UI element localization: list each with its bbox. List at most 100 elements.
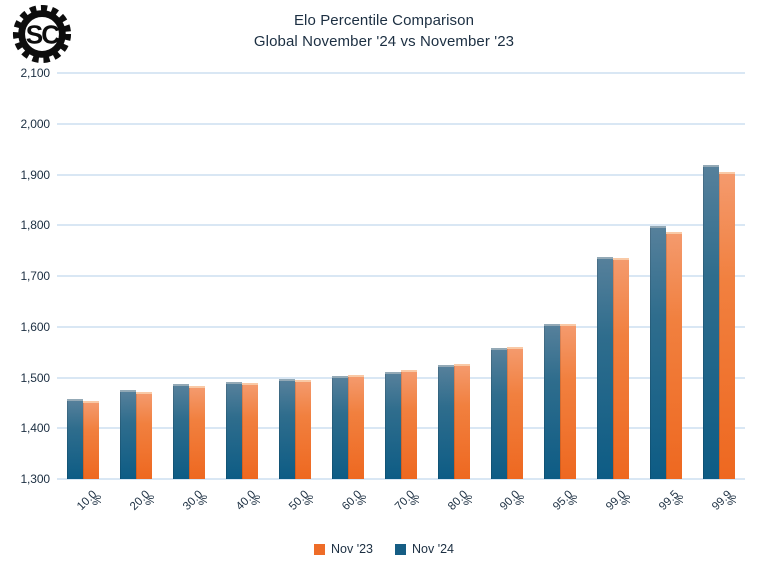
percent-sign: %: [303, 495, 316, 506]
legend-item-nov23: Nov '23: [314, 542, 373, 556]
percent-sign: %: [621, 495, 634, 506]
bar: [120, 390, 137, 479]
x-tick-label: 99.9%: [710, 488, 740, 513]
bar: [702, 165, 719, 479]
chart-title: Elo Percentile Comparison: [293, 12, 475, 29]
bar: [279, 379, 296, 479]
bar-group: [533, 73, 586, 479]
x-tick-slot: 30.0%: [163, 483, 216, 539]
y-tick-label: 1,800: [20, 218, 50, 233]
x-tick-label: 99.0%: [604, 488, 634, 513]
y-tick-label: 1,700: [20, 269, 50, 283]
y-tick-label: 2,000: [20, 116, 50, 131]
gridline: [57, 173, 745, 176]
x-tick-label: 40.0%: [233, 488, 264, 513]
bar: [596, 256, 613, 479]
legend-swatch-nov24: [395, 543, 406, 555]
plot-area: [57, 72, 745, 480]
x-tick-label: 50.0%: [286, 488, 316, 513]
bar: [506, 346, 523, 479]
bar: [332, 376, 349, 479]
percent-sign: %: [727, 495, 740, 506]
x-tick-slot: 10.0%: [57, 483, 110, 539]
bar-group: [269, 73, 322, 479]
gridline: [57, 478, 745, 480]
y-tick-label: 1,300: [20, 472, 50, 486]
bar: [384, 371, 401, 479]
percent-sign: %: [356, 495, 369, 506]
bar: [173, 384, 190, 479]
x-tick-slot: 99.9%: [692, 483, 745, 539]
gridline: [57, 275, 745, 277]
chart-subtitle: Global November '24 vs November '23: [253, 33, 515, 50]
x-tick-slot: 40.0%: [216, 483, 269, 539]
y-tick-label: 1,600: [20, 319, 50, 334]
bar-group: [216, 73, 269, 479]
sc-logo: SC: [11, 3, 73, 65]
bar: [226, 381, 243, 479]
gridline: [57, 224, 745, 227]
bar-group: [57, 73, 110, 479]
percent-sign: %: [251, 495, 264, 506]
x-tick-slot: 60.0%: [322, 483, 375, 539]
x-tick-slot: 80.0%: [427, 483, 480, 539]
x-tick-label: 10.0%: [75, 488, 105, 513]
bar: [559, 324, 576, 479]
x-tick-label: 99.5%: [657, 488, 687, 513]
x-tick-slot: 99.0%: [586, 483, 639, 539]
bar-group: [692, 73, 745, 479]
x-tick-label: 90.0%: [498, 488, 528, 513]
bar-group: [586, 73, 639, 479]
bar-group: [480, 73, 533, 479]
bar: [543, 324, 560, 479]
bar: [453, 363, 470, 479]
bar: [295, 380, 312, 479]
bar-group: [110, 73, 163, 479]
bar: [83, 400, 100, 479]
bar: [490, 348, 507, 479]
bar: [612, 257, 629, 479]
x-axis-labels: 10.0% 20.0% 30.0% 40.0% 50.0% 60.0% 70.0% 80.0%…: [57, 483, 745, 539]
percent-sign: %: [515, 495, 528, 506]
y-axis-labels: 1,300 1,400 1,500 1,600 1,700 1,800 1,900 2,000…: [0, 66, 50, 486]
percent-sign: %: [198, 495, 211, 506]
y-tick-label: 1,900: [20, 167, 50, 182]
bar-group: [639, 73, 692, 479]
bar-group: [163, 73, 216, 479]
x-tick-slot: 95.0%: [533, 483, 586, 539]
x-tick-slot: 99.5%: [639, 483, 692, 539]
gear-icon: SC: [12, 4, 72, 64]
percent-sign: %: [145, 495, 158, 506]
x-tick-label: 95.0%: [551, 488, 581, 513]
bar: [189, 385, 206, 479]
legend: Nov '23 Nov '24: [0, 542, 768, 556]
gridline: [57, 325, 745, 328]
y-tick-label: 2,100: [20, 66, 50, 80]
bar: [718, 172, 735, 479]
x-tick-label: 30.0%: [180, 488, 211, 513]
gridline: [57, 122, 745, 125]
bar: [348, 375, 365, 479]
percent-sign: %: [674, 495, 687, 506]
percent-sign: %: [462, 495, 475, 506]
bar-group: [375, 73, 428, 479]
x-tick-label: 60.0%: [339, 488, 369, 513]
bar: [649, 226, 666, 479]
legend-label-nov24: Nov '24: [412, 542, 454, 556]
legend-item-nov24: Nov '24: [395, 542, 454, 556]
bar: [242, 383, 259, 479]
bar: [400, 370, 417, 479]
x-tick-slot: 20.0%: [110, 483, 163, 539]
percent-sign: %: [568, 495, 581, 506]
bars-row: [57, 73, 745, 479]
bar-group: [322, 73, 375, 479]
legend-label-nov23: Nov '23: [331, 542, 373, 556]
chart-title-block: Elo Percentile Comparison Global Novembe…: [0, 10, 768, 52]
x-tick-slot: 50.0%: [269, 483, 322, 539]
bar: [67, 399, 84, 479]
bar-group: [427, 73, 480, 479]
bar: [665, 231, 682, 479]
percent-sign: %: [92, 495, 105, 506]
y-tick-label: 1,400: [20, 421, 50, 436]
bar: [136, 392, 153, 479]
